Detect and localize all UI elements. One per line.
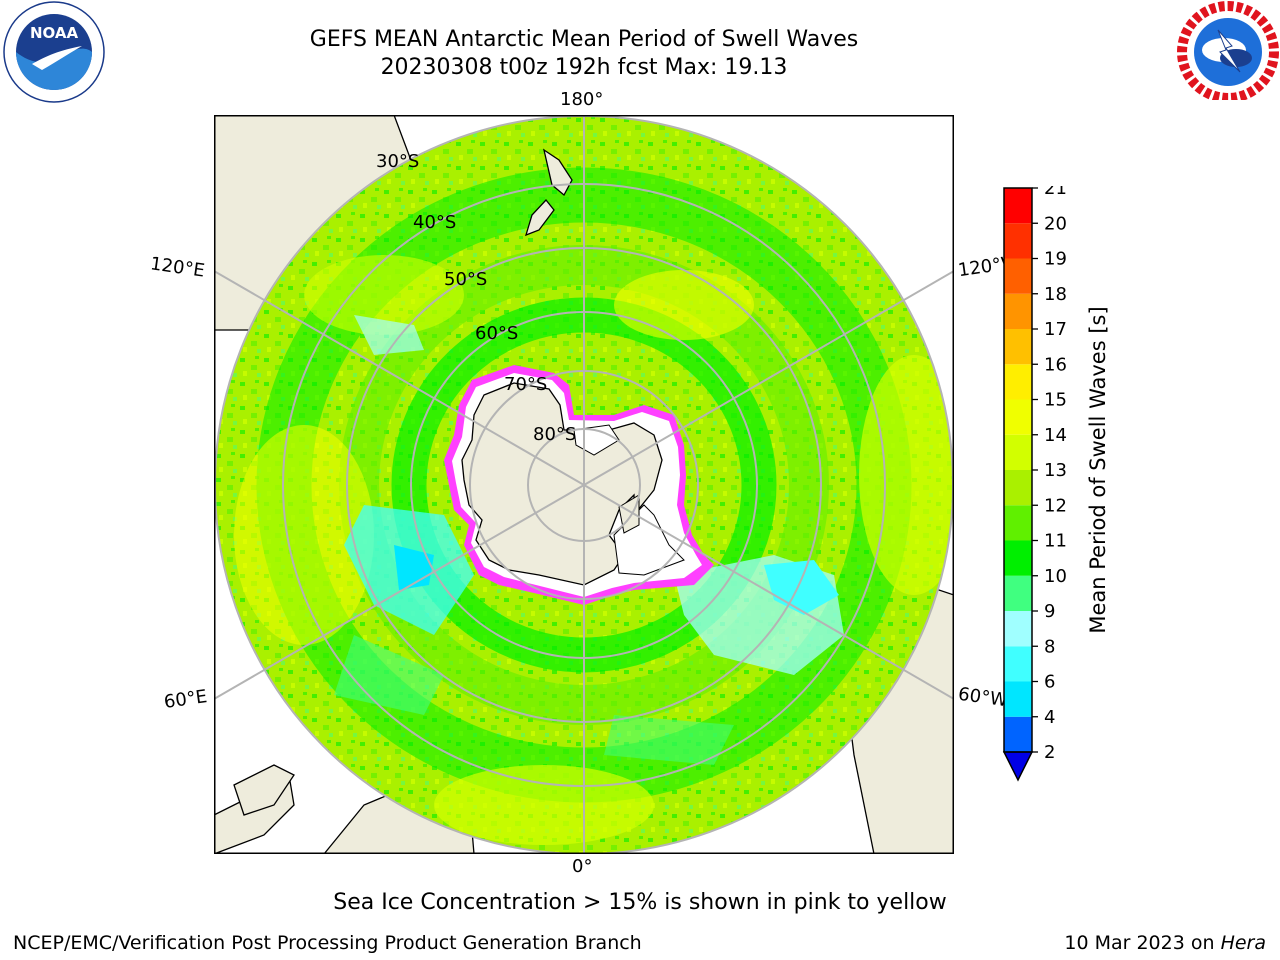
colorbar-tick-label: 16 [1044,354,1067,375]
colorbar-segment [1004,505,1032,541]
lat-label-60s: 60°S [475,323,519,344]
colorbar-tick-label: 13 [1044,460,1067,481]
date-text: 10 Mar 2023 on [1064,932,1221,954]
colorbar-segment [1004,611,1032,647]
noaa-logo: NOAA [3,1,105,103]
colorbar-tick-label: 17 [1044,319,1067,340]
colorbar-tick-label: 6 [1044,672,1055,693]
lat-label-30s: 30°S [376,151,420,172]
colorbar-label: Mean Period of Swell Waves [s] [1086,306,1110,634]
colorbar-segment [1004,293,1032,329]
colorbar-tick-label: 21 [1044,186,1067,199]
lat-label-50s: 50°S [444,269,488,290]
colorbar-segment [1004,399,1032,435]
polar-map [214,115,954,854]
colorbar-tick-label: 20 [1044,213,1067,234]
lat-label-80s: 80°S [533,424,577,445]
colorbar-segment [1004,188,1032,224]
colorbar-under-arrow [1002,751,1034,782]
lon-label-120e: 120°E [148,253,206,282]
lon-label-180: 180° [560,89,604,110]
colorbar-segment [1004,540,1032,576]
colorbar-segment [1004,364,1032,400]
lat-label-70s: 70°S [504,374,548,395]
noaa-logo-text: NOAA [30,24,79,42]
colorbar-segment [1004,329,1032,365]
colorbar-segment [1004,575,1032,611]
caption: Sea Ice Concentration > 15% is shown in … [333,890,947,915]
colorbar-segment [1004,434,1032,470]
colorbar-tick-label: 15 [1044,390,1067,411]
credit: NCEP/EMC/Verification Post Processing Pr… [13,932,642,954]
colorbar-tick-label: 9 [1044,601,1055,622]
colorbar-tick-label: 12 [1044,495,1067,516]
lon-label-0: 0° [572,856,593,877]
colorbar-tick-label: 2 [1044,742,1055,763]
colorbar-tick-label: 4 [1044,707,1055,728]
colorbar: 2 4 6 8 9 10 11 12 13 14 15 16 17 18 19 20 21 [1002,186,1067,782]
colorbar-segment [1004,646,1032,682]
colorbar-tick-label: 10 [1044,566,1067,587]
colorbar-tick-label: 8 [1044,636,1055,657]
lat-label-40s: 40°S [413,212,457,233]
colorbar-segment [1004,258,1032,294]
chart-subtitle: 20230308 t00z 192h fcst Max: 19.13 [380,55,788,80]
machine-name: Hera [1220,932,1266,954]
colorbar-tick-label: 14 [1044,425,1067,446]
colorbar-tick-label: 18 [1044,284,1067,305]
colorbar-segment [1004,470,1032,506]
colorbar-tick-label: 11 [1044,531,1067,552]
chart-title: GEFS MEAN Antarctic Mean Period of Swell… [309,27,859,52]
lon-label-60e: 60°E [162,686,209,713]
colorbar-segment [1004,223,1032,259]
date-stamp: 10 Mar 2023 on Hera [1064,932,1266,954]
colorbar-segment [1004,681,1032,717]
colorbar-tick-label: 19 [1044,249,1067,270]
nws-logo [1177,1,1279,100]
colorbar-segment [1004,716,1032,752]
